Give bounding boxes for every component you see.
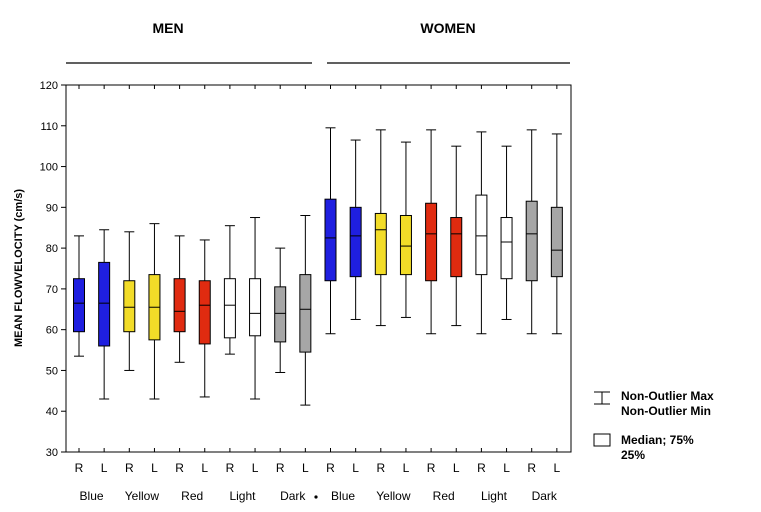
legend: Non-Outlier Max Non-Outlier Min Median; … [593,389,714,462]
box-body [198,280,211,345]
x-sublabel: L [554,461,561,475]
box-body [550,206,563,278]
box-body [324,198,337,282]
x-category-label: Dark [280,489,306,503]
x-sublabel: L [302,461,309,475]
y-tick-label: 90 [46,202,58,214]
x-sublabel: L [101,461,108,475]
x-category-label: Red [181,489,203,503]
legend-whisker-min-label: Non-Outlier Min [621,404,711,418]
box-body [299,274,312,353]
box-body [500,217,513,280]
legend-box-icon [593,433,611,447]
box-series [73,85,563,452]
y-tick-label: 30 [46,447,58,459]
x-category-label: Yellow [376,489,411,503]
x-category-label: Dark [532,489,558,503]
x-category-label: Blue [331,489,355,503]
x-category-label: Blue [80,489,104,503]
box-men-yellow-r [123,231,136,371]
box-men-blue-l [98,229,111,400]
x-sublabel: L [352,461,359,475]
box-body [98,261,111,347]
x-sublabel: L [503,461,510,475]
x-category-label: Red [433,489,455,503]
x-axis-labels: R L R L R L R L R L R L R L R L R L R L Blue Yellow Red Light Da… [75,461,561,503]
x-sublabel: R [527,461,536,475]
group-separator-dot [314,495,318,499]
x-sublabel: L [453,461,460,475]
x-sublabel: R [276,461,285,475]
box-women-yellow-l [399,141,412,318]
box-men-light-r [223,225,236,355]
legend-whisker-icon [594,391,610,405]
box-men-dark-r [274,247,287,373]
x-sublabel: R [376,461,385,475]
box-men-blue-r [73,235,85,357]
x-sublabel: L [201,461,208,475]
box-men-yellow-l [148,223,161,400]
box-body [425,202,438,282]
box-body [249,278,262,337]
y-tick-label: 60 [46,325,58,337]
box-women-yellow-r [374,129,387,327]
x-sublabel: R [125,461,134,475]
box-body [399,214,412,276]
y-tick-label: 80 [46,243,58,255]
box-body [374,212,387,276]
box-body [349,206,362,278]
x-sublabel: R [427,461,436,475]
x-sublabel: R [226,461,235,475]
box-men-light-l [249,217,262,400]
box-women-dark-r [525,129,538,335]
box-men-dark-l [299,214,312,406]
y-tick-label: 100 [40,162,58,174]
y-tick-label: 120 [40,80,58,92]
x-category-label: Yellow [125,489,160,503]
box-women-light-l [500,145,513,320]
box-body [223,278,236,339]
box-women-red-l [450,145,463,327]
box-body [123,280,136,333]
box-women-light-r [475,131,488,335]
box-body [274,286,287,343]
box-men-red-r [173,235,186,363]
box-women-red-r [425,129,438,335]
box-women-dark-l [550,133,563,335]
box-body [73,278,85,333]
box-body [525,200,538,282]
legend-box-label: Median; 75% [621,433,694,447]
box-body [450,217,463,278]
y-tick-label: 50 [46,365,58,377]
x-sublabel: R [175,461,184,475]
x-sublabel: R [477,461,486,475]
x-sublabel: L [403,461,410,475]
x-category-label: Light [229,489,256,503]
box-women-blue-r [324,127,337,335]
box-body [173,278,186,333]
group-label-women: WOMEN [420,20,475,36]
y-tick-label: 40 [46,406,58,418]
x-sublabel: L [252,461,259,475]
y-axis-title: MEAN FLOWVELOCITY (cm/s) [13,189,25,347]
x-sublabel: R [75,461,84,475]
y-tick-label: 110 [40,121,58,133]
box-men-red-l [198,239,211,398]
plot-frame [65,84,572,453]
x-category-label: Light [481,489,508,503]
y-axis-ticks: 30 40 50 60 70 80 90 100 110 120 [40,80,66,459]
box-women-blue-l [349,139,362,320]
legend-whisker-max-label: Non-Outlier Max [621,389,714,403]
legend-box-label-25: 25% [621,448,645,462]
x-sublabel: L [151,461,158,475]
x-sublabel: R [326,461,335,475]
group-label-men: MEN [152,20,183,36]
box-body [475,194,488,276]
y-tick-label: 70 [46,284,58,296]
